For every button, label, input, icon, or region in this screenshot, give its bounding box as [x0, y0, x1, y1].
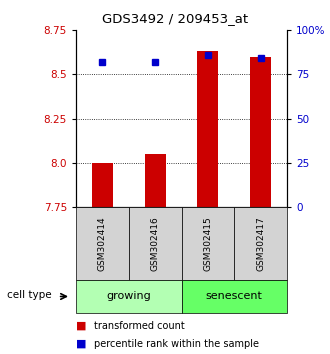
Text: cell type: cell type	[7, 290, 51, 300]
Text: ■: ■	[76, 321, 86, 331]
Bar	[145, 154, 166, 207]
Text: ■: ■	[76, 339, 86, 349]
Text: percentile rank within the sample: percentile rank within the sample	[94, 339, 259, 349]
Text: GSM302416: GSM302416	[150, 216, 160, 271]
Text: GSM302415: GSM302415	[203, 216, 213, 271]
Text: senescent: senescent	[206, 291, 263, 302]
Text: transformed count: transformed count	[94, 321, 185, 331]
Text: GSM302417: GSM302417	[256, 216, 265, 271]
Text: GDS3492 / 209453_at: GDS3492 / 209453_at	[102, 12, 248, 25]
Text: GSM302414: GSM302414	[98, 216, 107, 271]
Bar	[197, 51, 218, 207]
Bar	[250, 57, 271, 207]
Bar	[92, 163, 113, 207]
Text: growing: growing	[106, 291, 151, 302]
